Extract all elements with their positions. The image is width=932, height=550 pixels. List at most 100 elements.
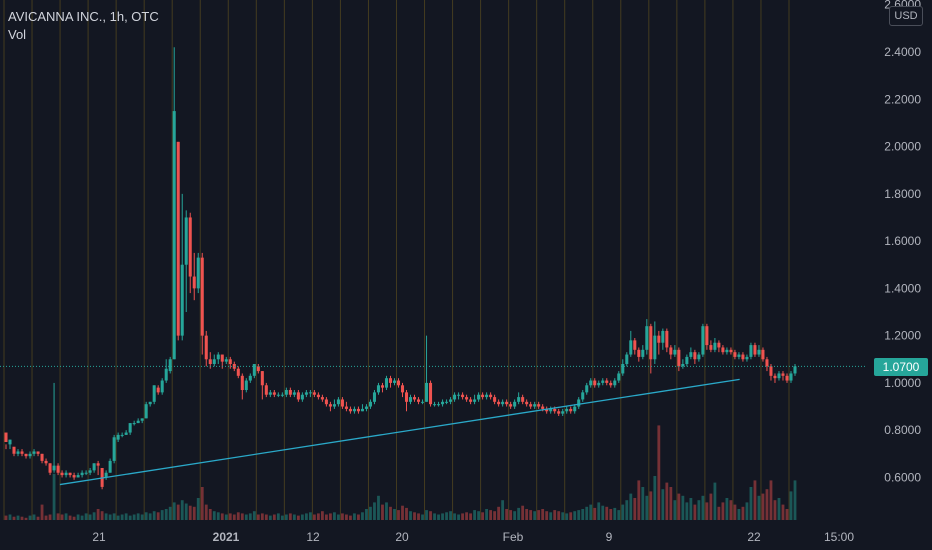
volume-label[interactable]: Vol: [8, 27, 27, 42]
volume-bar: [300, 514, 304, 520]
candle-body: [340, 399, 344, 407]
candle-body: [621, 364, 625, 374]
candle-body: [589, 380, 593, 386]
candle-body: [765, 359, 769, 367]
candle-body: [721, 347, 725, 353]
candle-body: [48, 463, 52, 473]
volume-bar: [8, 514, 12, 520]
volume-bar: [337, 514, 340, 520]
volume-bar: [320, 511, 324, 520]
candle-body: [148, 401, 152, 405]
volume-bar: [609, 509, 613, 520]
volume-bar: [56, 513, 60, 520]
volume-bar: [228, 513, 232, 520]
volume-bar: [397, 510, 400, 520]
volume-bar: [485, 509, 489, 520]
candle-body: [324, 399, 328, 405]
candle-body: [28, 453, 32, 457]
currency-button[interactable]: USD: [889, 6, 923, 26]
candle-body: [276, 394, 280, 396]
candle-body: [108, 460, 112, 473]
candle-body: [172, 111, 176, 360]
volume-bar: [521, 505, 525, 520]
symbol-title[interactable]: AVICANNA INC., 1h, OTC: [8, 9, 159, 24]
candle-body: [60, 472, 64, 476]
candle-body: [681, 364, 685, 367]
volume-bar: [136, 513, 140, 520]
time-tick-label: 9: [606, 530, 613, 544]
candle-body: [192, 276, 196, 289]
candle-body: [485, 394, 489, 398]
candle-body: [729, 349, 733, 353]
volume-bar: [401, 505, 404, 520]
volume-bar: [329, 513, 332, 520]
volume-bar: [417, 513, 420, 520]
volume-bar: [381, 504, 384, 520]
volume-bar: [20, 516, 24, 520]
candle-body: [88, 470, 92, 473]
price-tick-label: 2.2000: [884, 92, 921, 106]
candle-body: [533, 404, 537, 407]
volume-bar: [68, 515, 72, 520]
candle-body: [689, 352, 693, 357]
candle-body: [745, 356, 749, 360]
candle-body: [264, 385, 268, 395]
volume-bar: [132, 514, 136, 520]
volume-bar: [673, 500, 677, 520]
candle-body: [697, 354, 701, 360]
volume-bar: [140, 514, 144, 520]
volume-bar: [565, 513, 569, 520]
volume-bar: [501, 500, 505, 520]
time-tick-label: 20: [395, 530, 409, 544]
candle-body: [268, 392, 272, 395]
volume-bar: [264, 514, 268, 520]
candle-body: [441, 401, 445, 405]
volume-bar: [232, 514, 236, 520]
candle-body: [376, 385, 380, 393]
volume-bar: [605, 506, 609, 520]
candle-body: [124, 432, 128, 435]
candle-body: [669, 347, 673, 355]
volume-bar: [421, 514, 424, 520]
volume-bar: [593, 507, 597, 520]
volume-bar: [733, 504, 737, 520]
candle-body: [128, 423, 132, 433]
volume-bar: [573, 511, 577, 520]
volume-bar: [192, 506, 196, 520]
candle-body: [72, 475, 76, 478]
volume-bar: [308, 512, 312, 520]
volume-bar: [761, 493, 765, 520]
volume-bar: [613, 507, 617, 520]
candle-body: [180, 264, 184, 336]
candle-body: [20, 451, 24, 454]
candle-body: [412, 397, 417, 400]
candle-body: [645, 326, 649, 350]
volume-bar: [369, 506, 372, 520]
volume-bar: [753, 480, 757, 520]
price-tick-label: 1.2000: [884, 329, 921, 343]
volume-bar: [373, 502, 376, 520]
candle-body: [36, 451, 40, 454]
volume-bar: [449, 511, 452, 520]
volume-bar: [112, 513, 116, 520]
volume-bar: [765, 489, 769, 520]
time-tick-label: 2021: [213, 530, 240, 544]
candle-body: [637, 349, 641, 357]
volume-bar: [4, 515, 8, 520]
volume-bar: [280, 515, 284, 520]
price-tick-label: 0.6000: [884, 470, 921, 484]
volume-bar: [96, 509, 100, 520]
candle-body: [300, 394, 304, 400]
volume-bar: [385, 502, 388, 520]
volume-bar: [549, 512, 553, 520]
candle-body: [316, 394, 320, 398]
candle-body: [68, 472, 72, 476]
volume-bar: [661, 489, 665, 520]
volume-bar: [701, 495, 705, 520]
candle-body: [505, 401, 509, 405]
candle-body: [737, 354, 741, 357]
candle-body: [633, 340, 637, 350]
volume-bar: [713, 482, 717, 520]
candle-body: [204, 335, 208, 360]
